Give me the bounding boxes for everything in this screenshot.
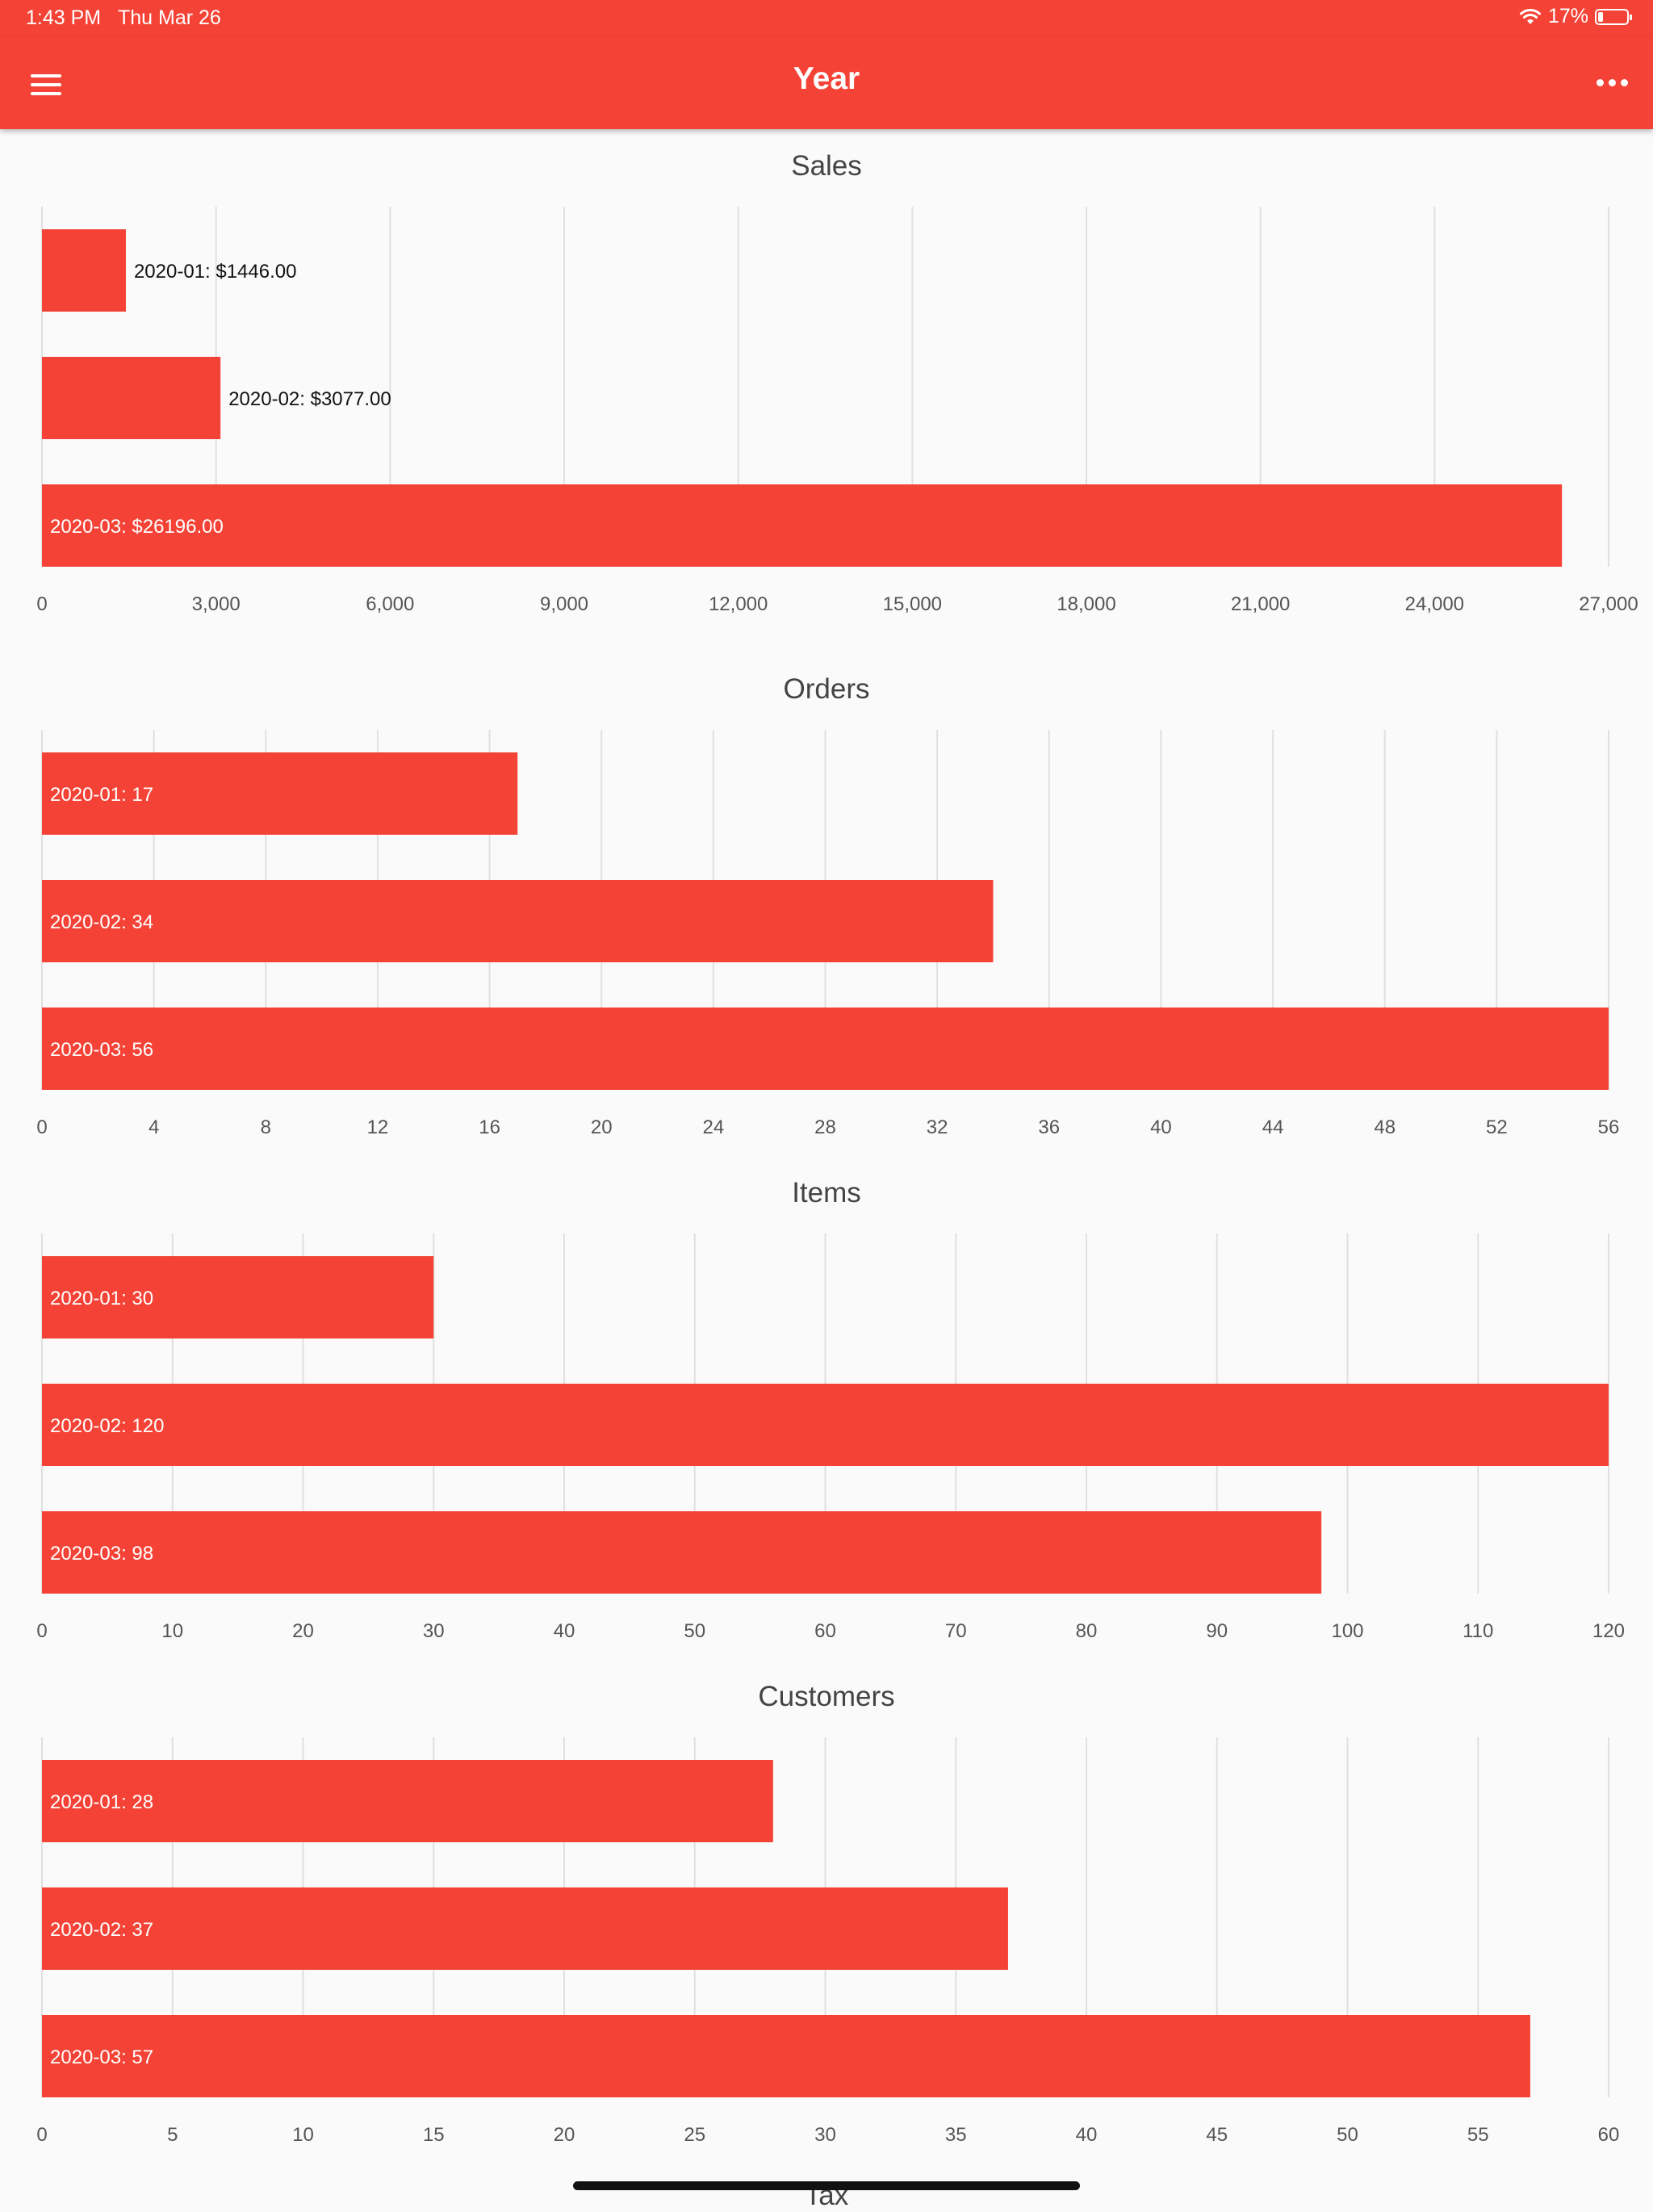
tick-label: 90	[1206, 1620, 1228, 1642]
bar-2020-02[interactable]	[42, 357, 221, 439]
tick-label: 40	[1076, 2124, 1098, 2146]
tick-label: 20	[591, 1116, 613, 1138]
bar-label: 2020-02: 34	[50, 911, 153, 933]
battery-level	[1598, 11, 1603, 22]
battery-icon	[1595, 8, 1632, 25]
bar-label: 2020-02: 37	[50, 1919, 153, 1941]
tick-label: 12	[367, 1116, 389, 1138]
home-indicator[interactable]	[573, 2181, 1080, 2190]
tick-label: 8	[261, 1116, 271, 1138]
wifi-icon	[1519, 8, 1541, 24]
bar-label: 2020-03: 56	[50, 1039, 153, 1061]
page-title: Year	[793, 61, 860, 96]
tick-label: 21,000	[1231, 593, 1290, 615]
chart-title-customers: Customers	[758, 1681, 895, 1712]
chart-title-sales: Sales	[791, 150, 862, 182]
tick-label: 10	[292, 2124, 314, 2146]
tick-label: 50	[684, 1620, 705, 1642]
tick-label: 36	[1038, 1116, 1060, 1138]
tick-label: 100	[1331, 1620, 1363, 1642]
bar-label: 2020-03: $26196.00	[50, 516, 224, 538]
tick-label: 9,000	[540, 593, 588, 615]
status-time: 1:43 PM	[26, 6, 102, 29]
app-bar: Year	[0, 37, 1653, 129]
tick-label: 0	[36, 2124, 47, 2146]
tick-label: 40	[1150, 1116, 1172, 1138]
tick-label: 10	[161, 1620, 183, 1642]
bar-label: 2020-03: 98	[50, 1543, 153, 1565]
status-indicators: 17%	[1519, 5, 1632, 28]
tick-label: 45	[1206, 2124, 1228, 2146]
bar-2020-02[interactable]	[42, 1384, 1609, 1466]
bar-2020-02[interactable]	[42, 880, 994, 962]
bar-2020-03[interactable]	[42, 2015, 1530, 2097]
bar-2020-01[interactable]	[42, 1256, 434, 1339]
bar-2020-01[interactable]	[42, 229, 126, 312]
status-bar: 1:43 PM Thu Mar 26 17%	[0, 0, 1653, 37]
tick-label: 50	[1337, 2124, 1358, 2146]
bar-2020-03[interactable]	[42, 1511, 1322, 1594]
chart-customers: 2020-01: 28 2020-02: 37 2020-03: 57 0 5 10 15 2…	[36, 1737, 1620, 2146]
bar-label: 2020-01: $1446.00	[134, 261, 297, 283]
tick-label: 40	[554, 1620, 575, 1642]
bar-label: 2020-01: 30	[50, 1288, 153, 1309]
tick-label: 3,000	[192, 593, 241, 615]
bar-label: 2020-03: 57	[50, 2047, 153, 2068]
tick-label: 28	[814, 1116, 836, 1138]
bar-label: 2020-01: 17	[50, 784, 153, 806]
tick-label: 32	[927, 1116, 948, 1138]
tick-label: 20	[554, 2124, 575, 2146]
battery-percentage: 17%	[1547, 5, 1588, 27]
status-date: Thu Mar 26	[118, 6, 221, 29]
tick-label: 55	[1467, 2124, 1489, 2146]
more-icon[interactable]	[1597, 79, 1629, 90]
tick-label: 30	[814, 2124, 836, 2146]
chart-items: 2020-01: 30 2020-02: 120 2020-03: 98 0 10 20 3…	[36, 1234, 1625, 1642]
bar-label: 2020-01: 28	[50, 1791, 153, 1813]
tick-label: 25	[684, 2124, 705, 2146]
tick-label: 60	[1598, 2124, 1620, 2146]
tick-label: 15,000	[883, 593, 942, 615]
bar-label: 2020-02: $3077.00	[228, 388, 391, 410]
tick-label: 16	[479, 1116, 500, 1138]
tick-label: 60	[814, 1620, 836, 1642]
chart-sales: 2020-01: $1446.00 2020-02: $3077.00 2020-0…	[36, 207, 1638, 615]
tick-label: 80	[1076, 1620, 1098, 1642]
tick-label: 20	[292, 1620, 314, 1642]
tick-label: 24	[703, 1116, 725, 1138]
tick-label: 120	[1592, 1620, 1625, 1642]
tick-label: 52	[1486, 1116, 1508, 1138]
menu-icon[interactable]	[31, 73, 61, 97]
tick-label: 18,000	[1057, 593, 1115, 615]
tick-label: 5	[167, 2124, 178, 2146]
tick-label: 30	[423, 1620, 445, 1642]
tick-label: 15	[423, 2124, 445, 2146]
tick-label: 4	[149, 1116, 159, 1138]
bar-2020-03[interactable]	[42, 1008, 1609, 1090]
tick-label: 110	[1463, 1620, 1493, 1642]
tick-label: 35	[945, 2124, 967, 2146]
tick-label: 48	[1374, 1116, 1396, 1138]
bar-2020-01[interactable]	[42, 752, 518, 835]
tick-label: 27,000	[1579, 593, 1638, 615]
chart-title-orders: Orders	[783, 673, 870, 705]
chart-title-items: Items	[792, 1177, 861, 1209]
bar-label: 2020-02: 120	[50, 1415, 164, 1437]
tick-label: 44	[1262, 1116, 1284, 1138]
tick-label: 12,000	[709, 593, 768, 615]
bar-2020-03[interactable]	[42, 484, 1563, 567]
tick-label: 24,000	[1405, 593, 1464, 615]
tick-label: 0	[36, 593, 47, 615]
tick-label: 56	[1598, 1116, 1620, 1138]
tick-label: 0	[36, 1620, 47, 1642]
tick-label: 70	[945, 1620, 967, 1642]
bar-2020-01[interactable]	[42, 1760, 773, 1842]
bar-2020-02[interactable]	[42, 1887, 1008, 1970]
tick-label: 0	[36, 1116, 47, 1138]
tick-label: 6,000	[366, 593, 414, 615]
